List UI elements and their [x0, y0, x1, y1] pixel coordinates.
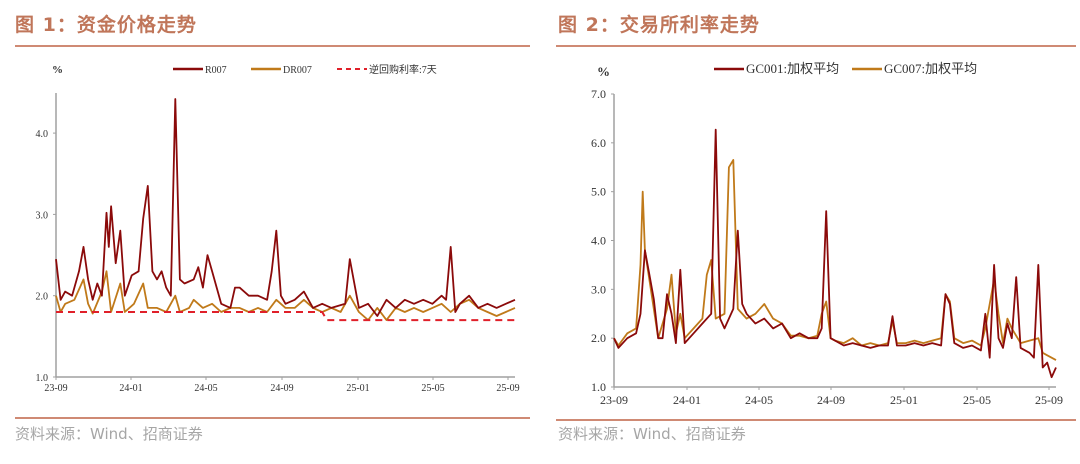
series-line-0 [55, 98, 516, 317]
x-tick-label: 24-09 [270, 383, 293, 394]
figure-1-bottom-rule [15, 417, 530, 419]
y-tick-label: 5.0 [591, 185, 606, 199]
legend-label: GC007:加权平均 [884, 61, 977, 76]
figure-1-chart: 1.0 2.0 3.0 4.0 23-09 24-01 24-05 24-09 25-01 25-… [36, 63, 520, 394]
series-line-1 [55, 270, 516, 321]
x-tick-label: 23-09 [44, 383, 67, 394]
figure-1-panel: 图 1：资金价格走势 1.0 2.0 3.0 4.0 23-09 24-01 24-05 24… [15, 14, 530, 443]
series-line-2 [56, 311, 515, 322]
figure-1-source: 资料来源：Wind、招商证券 [15, 425, 203, 443]
series-line-0 [613, 128, 1057, 379]
y-unit-label: % [52, 64, 63, 76]
y-tick-label: 1.0 [591, 380, 606, 394]
x-tick-label: 25-01 [890, 393, 918, 407]
figure-2-source: 资料来源：Wind、招商证券 [558, 425, 746, 443]
y-tick-label: 4.0 [36, 129, 49, 140]
legend-label: GC001:加权平均 [746, 61, 839, 76]
x-tick-label: 23-09 [600, 393, 628, 407]
legend-label: DR007 [283, 65, 312, 76]
x-tick-label: 25-05 [421, 383, 444, 394]
figure-2-bottom-rule [556, 419, 1076, 421]
x-tick-label: 25-01 [346, 383, 369, 394]
y-unit-label: % [597, 64, 610, 79]
figure-2-panel: 图 2：交易所利率走势 1.0 2.0 3.0 4.0 5.0 6.0 7.0 23-09 24… [540, 0, 1080, 464]
y-tick-label: 7.0 [591, 87, 606, 101]
x-tick-label: 24-01 [119, 383, 142, 394]
x-tick-label: 25-09 [496, 383, 519, 394]
legend-label: 逆回购利率:7天 [369, 63, 437, 76]
figure-2-chart: 1.0 2.0 3.0 4.0 5.0 6.0 7.0 23-09 24-01 24-05 24-0… [591, 61, 1063, 407]
x-tick-label: 24-05 [194, 383, 217, 394]
y-tick-label: 1.0 [36, 373, 49, 384]
figure-1-top-rule [15, 45, 530, 47]
x-tick-label: 24-09 [817, 393, 845, 407]
y-tick-label: 2.0 [591, 331, 606, 345]
legend-label: R007 [205, 65, 227, 76]
x-tick-label: 24-01 [673, 393, 701, 407]
x-tick-label: 24-05 [745, 393, 773, 407]
x-tick-label: 25-09 [1035, 393, 1063, 407]
y-tick-label: 3.0 [591, 282, 606, 296]
figure-2-top-rule [556, 45, 1076, 47]
y-tick-label: 3.0 [36, 210, 49, 221]
figure-1-title: 图 1：资金价格走势 [15, 14, 197, 36]
series-line-1 [613, 159, 1057, 361]
y-tick-label: 2.0 [36, 292, 49, 303]
x-tick-label: 25-05 [963, 393, 991, 407]
y-tick-label: 4.0 [591, 234, 606, 248]
figure-2-title: 图 2：交易所利率走势 [558, 14, 760, 36]
y-tick-label: 6.0 [591, 136, 606, 150]
